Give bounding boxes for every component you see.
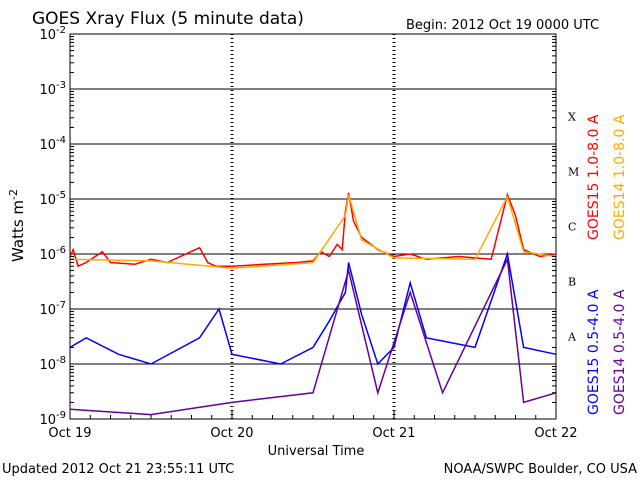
plot-frame bbox=[69, 33, 557, 420]
legend-label-2: GOES15 0.5-4.0 A bbox=[586, 289, 602, 415]
series-line-1 bbox=[69, 194, 557, 270]
x-tick-label-2: Oct 21 bbox=[372, 426, 415, 441]
credit-label: NOAA/SWPC Boulder, CO USA bbox=[444, 462, 637, 477]
flare-class-C: C bbox=[568, 221, 576, 234]
series-line-2 bbox=[69, 251, 557, 366]
legend-label-0: GOES15 1.0-8.0 A bbox=[586, 114, 602, 240]
series-line-3 bbox=[69, 256, 557, 416]
y-tick-label: 10-8 bbox=[39, 355, 66, 373]
legend-label-1: GOES14 1.0-8.0 A bbox=[612, 114, 628, 240]
flare-class-A: A bbox=[567, 331, 577, 344]
y-tick-label: 10-2 bbox=[39, 25, 66, 43]
x-axis-label: Universal Time bbox=[268, 444, 365, 459]
y-tick-label: 10-7 bbox=[39, 300, 66, 318]
legend-entry-2: GOES15 0.5-4.0 A bbox=[586, 289, 602, 415]
chart-title: GOES Xray Flux (5 minute data) bbox=[32, 9, 304, 29]
y-axis-label-main: Watts m bbox=[9, 200, 27, 262]
x-axis-ticks: Oct 19 Oct 20 Oct 21 Oct 22 bbox=[48, 411, 578, 441]
y-tick-label: 10-5 bbox=[39, 190, 66, 208]
svg-text:Watts m-2: Watts m-2 bbox=[7, 189, 27, 262]
flare-class-B: B bbox=[568, 276, 576, 289]
x-tick-label-1: Oct 20 bbox=[210, 426, 253, 441]
y-tick-label: 10-6 bbox=[39, 245, 66, 263]
series-line-0 bbox=[69, 192, 557, 268]
legend-entry-0: GOES15 1.0-8.0 A bbox=[586, 114, 602, 240]
legend: GOES15 1.0-8.0 A GOES14 1.0-8.0 A GOES15 0… bbox=[586, 114, 628, 415]
flare-class-M: M bbox=[568, 166, 579, 179]
y-axis-ticks: 10-9 10-8 10-7 10-6 10-5 10-4 10-3 10-2 bbox=[39, 25, 556, 428]
begin-label: Begin: 2012 Oct 19 0000 UTC bbox=[406, 18, 599, 33]
legend-label-3: GOES14 0.5-4.0 A bbox=[612, 289, 628, 415]
y-tick-label: 10-4 bbox=[39, 135, 66, 153]
x-tick-label-0: Oct 19 bbox=[48, 426, 91, 441]
flare-class-X: X bbox=[568, 111, 576, 124]
x-tick-label-3: Oct 22 bbox=[534, 426, 577, 441]
y-tick-label: 10-9 bbox=[39, 410, 66, 428]
y-axis-label: Watts m-2 bbox=[7, 189, 27, 262]
y-axis-label-exp: -2 bbox=[7, 189, 20, 200]
y-tick-label: 10-3 bbox=[39, 80, 66, 98]
plot-area bbox=[69, 33, 557, 420]
legend-entry-1: GOES14 1.0-8.0 A bbox=[612, 114, 628, 240]
series-lines bbox=[69, 192, 557, 416]
updated-label: Updated 2012 Oct 21 23:55:11 UTC bbox=[2, 462, 234, 477]
legend-entry-3: GOES14 0.5-4.0 A bbox=[612, 289, 628, 415]
flare-class-labels: X M C B A bbox=[567, 111, 579, 344]
